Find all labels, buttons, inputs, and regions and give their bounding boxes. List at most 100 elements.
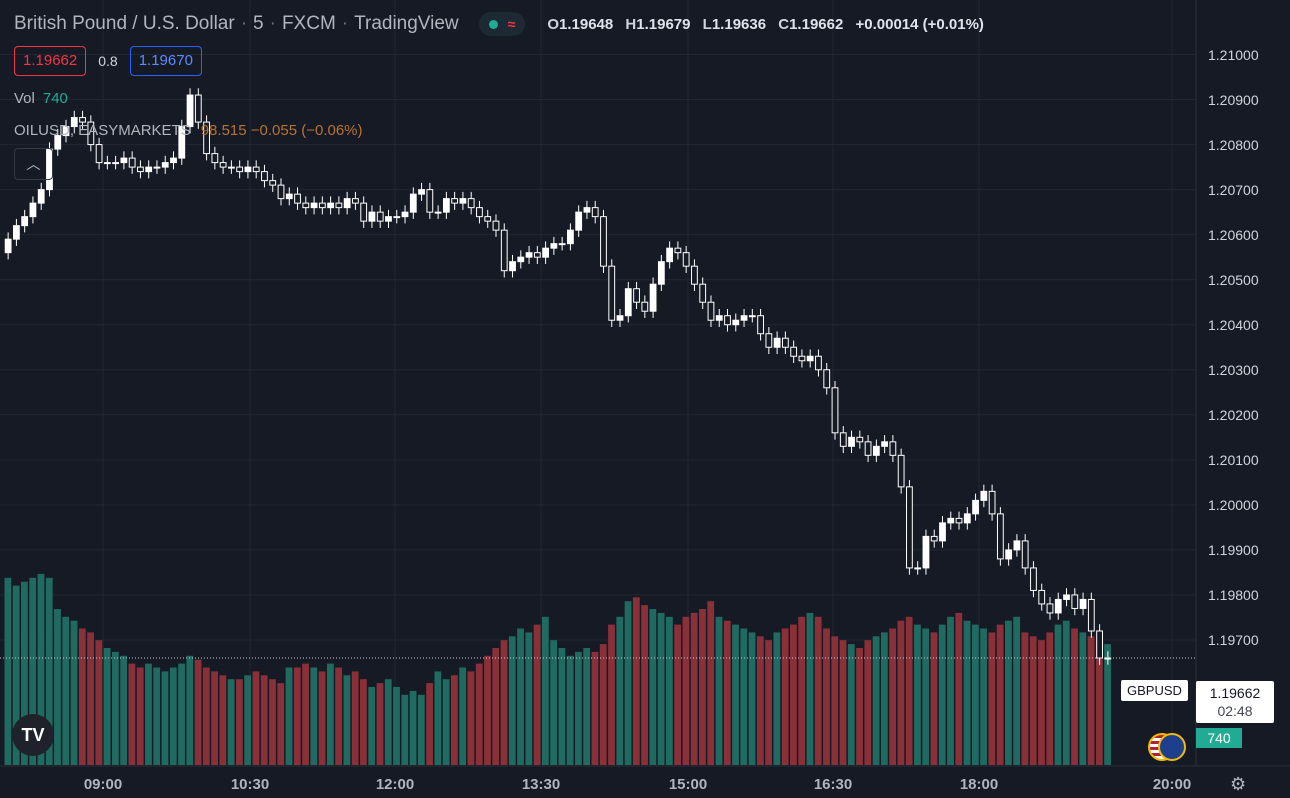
- volume-bar: [219, 675, 227, 765]
- volume-bar: [575, 651, 582, 765]
- tradingview-logo-icon[interactable]: TV: [12, 714, 54, 756]
- sell-button[interactable]: 1.19662: [14, 46, 87, 76]
- price-tick-label: 1.20800: [1208, 136, 1259, 153]
- quote-boxes: 1.19662 0.8 1.19670: [14, 46, 202, 76]
- time-tick-label: 13:30: [521, 776, 561, 793]
- volume-bar: [211, 671, 218, 765]
- candle-body: [707, 301, 715, 321]
- volume-bar: [417, 694, 425, 765]
- volume-bar: [326, 663, 334, 765]
- volume-bar: [451, 675, 458, 765]
- currency-flags[interactable]: [1148, 733, 1186, 761]
- candle-body: [451, 198, 459, 204]
- volume-bar: [1062, 620, 1070, 765]
- candle-body: [732, 319, 740, 326]
- volume-bar: [484, 655, 491, 765]
- candle-body: [724, 315, 731, 326]
- volume-bar: [980, 628, 987, 765]
- volume-bar: [897, 620, 905, 765]
- symbol-legend[interactable]: British Pound / U.S. Dollar · 5 · FXCM ·…: [14, 11, 992, 37]
- volume-bar: [732, 624, 739, 765]
- candle-body: [137, 166, 144, 173]
- last-price: 1.19662: [1209, 685, 1261, 701]
- volume-bar: [393, 687, 400, 765]
- volume-bar: [599, 644, 607, 765]
- candle-body: [418, 189, 425, 195]
- candle-body: [318, 202, 326, 209]
- volume-bar: [798, 616, 806, 765]
- candle-body: [484, 216, 492, 222]
- candle-body: [996, 513, 1004, 560]
- volume-bar: [955, 612, 963, 765]
- candle-body: [897, 454, 905, 488]
- candle-body: [823, 369, 831, 389]
- candle-body: [244, 166, 252, 173]
- volume-bar: [384, 679, 392, 765]
- time-tick-label: 16:30: [813, 776, 853, 793]
- interval-label[interactable]: 5: [253, 13, 264, 34]
- volume-bar: [467, 671, 475, 765]
- candle-body: [211, 153, 219, 164]
- candle-body: [21, 216, 29, 227]
- candle-body: [955, 517, 963, 524]
- market-status[interactable]: ≈: [478, 12, 526, 36]
- volume-bar: [699, 609, 706, 765]
- volume-bar: [641, 605, 648, 765]
- volume-bar: [790, 624, 797, 765]
- volume-bar: [136, 667, 144, 765]
- volume-bar: [649, 609, 657, 765]
- volume-bar: [533, 624, 541, 765]
- candle-body: [161, 162, 169, 168]
- volume-bar: [938, 624, 946, 765]
- volume-bar: [831, 636, 839, 765]
- candle-body: [542, 247, 549, 258]
- candle-body: [70, 117, 78, 128]
- last-price-tag: 1.19662 02:48: [1196, 681, 1274, 723]
- compare-legend[interactable]: OILUSD, EASYMARKETS 98.515 −0.055 (−0.06…: [14, 122, 363, 139]
- volume-bar: [517, 628, 524, 765]
- volume-bar: [988, 632, 996, 765]
- volume-legend[interactable]: Vol 740: [14, 90, 68, 107]
- volume-bar: [657, 612, 665, 765]
- candle-body: [533, 252, 541, 258]
- time-tick-label: 09:00: [83, 776, 123, 793]
- volume-bar: [947, 616, 954, 765]
- volume-bar: [285, 667, 293, 765]
- volume-bar: [715, 616, 723, 765]
- volume-bar: [748, 632, 756, 765]
- candle-body: [252, 166, 260, 173]
- volume-bar: [29, 577, 37, 765]
- candle-body: [748, 315, 756, 318]
- candle-body: [666, 247, 674, 263]
- candle-body: [922, 535, 930, 569]
- candle-body: [517, 256, 525, 263]
- candle-body: [54, 135, 62, 150]
- volume-bar: [508, 636, 516, 765]
- volume-bar: [260, 675, 268, 765]
- volume-bar: [1095, 640, 1103, 765]
- candle-body: [624, 288, 632, 317]
- candle-body: [385, 216, 392, 222]
- volume-bar: [616, 616, 624, 765]
- volume-bar: [95, 640, 103, 765]
- candle-body: [227, 166, 235, 169]
- candle-body: [79, 117, 86, 123]
- volume-bar: [145, 663, 152, 765]
- volume-bar: [169, 667, 177, 765]
- buy-button[interactable]: 1.19670: [129, 46, 202, 76]
- collapse-legend-button[interactable]: ︿: [14, 148, 53, 180]
- price-tick-label: 1.20000: [1208, 496, 1259, 513]
- volume-bar: [914, 624, 921, 765]
- gear-icon[interactable]: ⚙: [1230, 774, 1247, 794]
- candle-body: [963, 513, 971, 524]
- gb-flag-icon: [1158, 733, 1186, 761]
- volume-bar: [244, 675, 252, 765]
- bar-countdown: 02:48: [1217, 703, 1253, 719]
- symbol-name[interactable]: British Pound / U.S. Dollar: [14, 13, 235, 34]
- volume-bar: [856, 648, 863, 765]
- volume-bar: [128, 663, 136, 765]
- volume-bar: [847, 644, 855, 765]
- volume-bar: [103, 648, 111, 765]
